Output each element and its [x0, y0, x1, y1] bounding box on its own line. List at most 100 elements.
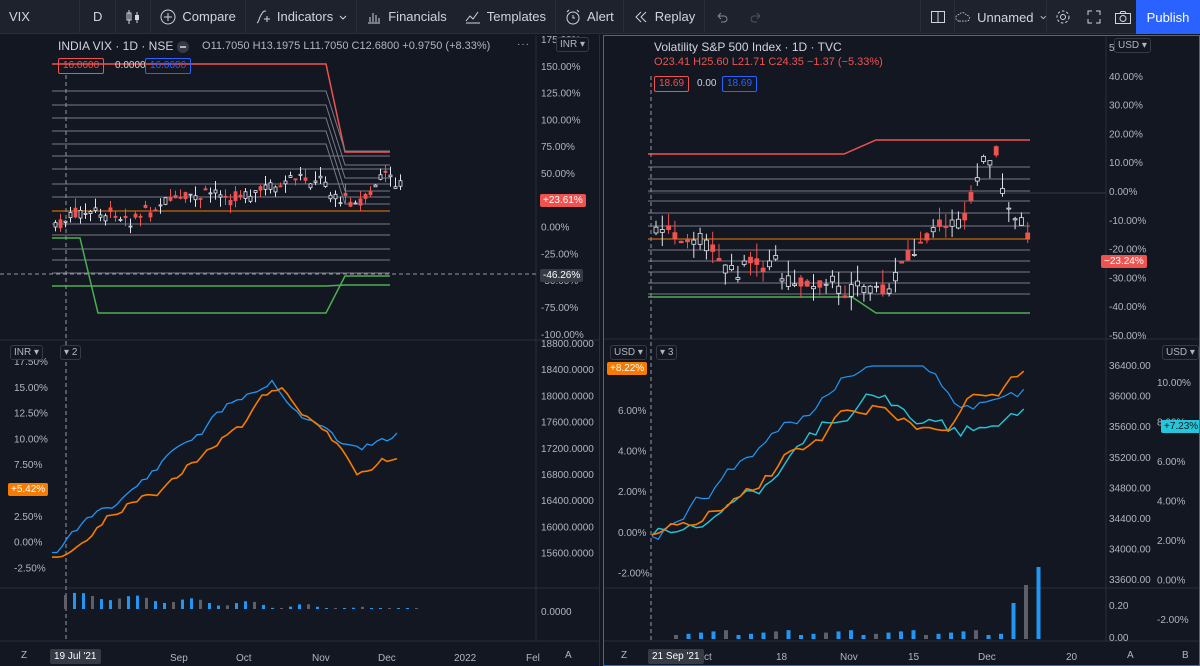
volume-bar	[388, 608, 391, 609]
candle-body	[874, 285, 879, 288]
lower-left-axis-label: 6.00%	[618, 406, 646, 417]
candle-body	[268, 182, 273, 190]
replay-button[interactable]: Replay	[624, 0, 706, 34]
right-currency-select[interactable]: USD ▾	[1114, 38, 1151, 53]
right-a-button[interactable]: A	[1124, 649, 1137, 662]
high-label: H	[252, 40, 261, 52]
templates-button[interactable]: Templates	[456, 0, 557, 34]
candle-body	[218, 194, 223, 198]
fib-level-line	[52, 284, 390, 287]
layout-name-button[interactable]: Unnamed	[954, 0, 1046, 34]
left-lower-currency-select[interactable]: INR ▾	[10, 345, 44, 360]
volume-bar	[936, 633, 941, 639]
candle-body	[691, 239, 697, 245]
lower-mid-axis-label: 36000.00	[1109, 392, 1151, 403]
candle-body	[722, 264, 728, 274]
x-axis-label: Sep	[170, 653, 188, 664]
symbol-search[interactable]: VIX	[0, 0, 80, 34]
indicators-button[interactable]: Indicators	[244, 0, 358, 34]
volume-bar	[415, 608, 418, 609]
financials-button[interactable]: Financials	[357, 0, 456, 34]
sell-price-box[interactable]: 16.0600	[58, 58, 105, 74]
right-b-button[interactable]: B	[1179, 649, 1192, 662]
lower-right-axis-label: 18800.0000	[541, 339, 594, 350]
lower-left-axis-label: 2.00%	[618, 487, 646, 498]
left-lower-collapse-button[interactable]: ▾ 2	[60, 345, 82, 360]
volume-bar	[370, 608, 373, 609]
settings-button[interactable]	[1046, 0, 1078, 34]
lower-right-axis-label: 4.00%	[1157, 497, 1185, 508]
right-chart-canvas[interactable]: 50.00%40.00%30.00%20.00%10.00%0.00%-10.0…	[604, 36, 1199, 665]
fib-level-line	[52, 143, 390, 205]
lower-right-axis-label: 15600.0000	[541, 549, 594, 560]
right-symbol-title[interactable]: Volatility S&P 500 Index · 1D · TVC	[654, 40, 842, 54]
price-axis-label: -20.00%	[1109, 245, 1146, 256]
redo-button[interactable]	[739, 0, 773, 34]
left-z-button[interactable]: Z	[18, 649, 31, 662]
lower-left-axis-label: -2.00%	[618, 568, 650, 579]
left-currency-select[interactable]: INR ▾	[556, 37, 590, 52]
blue-series-line	[52, 379, 398, 554]
volume-bar	[999, 633, 1003, 639]
candle-body	[697, 233, 703, 245]
volume-bar	[100, 599, 103, 609]
volume-axis-label: 0.0000	[541, 607, 572, 618]
compare-label: Compare	[182, 9, 236, 24]
volume-bar	[298, 604, 301, 609]
x-axis-label: 18	[776, 652, 788, 663]
right-lower-currency-right-select[interactable]: USD ▾	[1162, 345, 1199, 360]
volume-bar	[699, 632, 703, 639]
lower-right-axis-label: 0.00%	[1157, 576, 1185, 587]
candle-body	[298, 173, 303, 176]
candle-body	[955, 218, 961, 229]
x-axis-label: Fel	[526, 653, 540, 664]
volume-bar	[836, 631, 841, 639]
publish-button[interactable]: Publish	[1136, 0, 1200, 34]
currency-label: USD	[1118, 40, 1140, 51]
undo-button[interactable]	[705, 0, 739, 34]
chart-type-button[interactable]	[116, 0, 152, 34]
lower-left-axis-label: 15.00%	[14, 383, 48, 394]
lower-left-axis-label: 12.50%	[14, 409, 48, 420]
left-a-button[interactable]: A	[562, 649, 575, 662]
right-lower-collapse-button[interactable]: ▾ 3	[656, 345, 678, 360]
candle-body	[288, 175, 293, 178]
candle-body	[735, 277, 741, 280]
price-axis-label: -75.00%	[541, 303, 578, 314]
minus-circle-icon[interactable]	[177, 41, 189, 53]
right-z-button[interactable]: Z	[618, 649, 631, 662]
compare-button[interactable]: Compare	[151, 0, 244, 34]
lower-left-axis-label: 7.50%	[14, 460, 42, 471]
candle-body	[88, 210, 93, 214]
right-lower-currency-select[interactable]: USD ▾	[610, 345, 647, 360]
layout-select-button[interactable]	[920, 0, 954, 34]
candle-body	[293, 178, 298, 181]
fullscreen-button[interactable]	[1078, 0, 1110, 34]
snapshot-button[interactable]	[1110, 0, 1136, 34]
right-chart-pane[interactable]: 50.00%40.00%30.00%20.00%10.00%0.00%-10.0…	[603, 35, 1200, 666]
left-symbol-title[interactable]: INDIA VIX · 1D · NSE	[58, 39, 174, 53]
lower-mid-axis-label: 35600.00	[1109, 422, 1151, 433]
volume-bar	[118, 598, 121, 609]
candle-body	[918, 241, 924, 244]
candle-body	[118, 219, 123, 221]
volume-bar	[253, 601, 256, 609]
sell-price-box[interactable]: 18.69	[654, 76, 690, 92]
more-options-icon[interactable]: ···	[514, 38, 534, 52]
open-label: O	[654, 56, 663, 68]
candle-body	[943, 226, 949, 228]
alert-button[interactable]: Alert	[556, 0, 624, 34]
buy-price-box[interactable]: 16.0600	[145, 58, 192, 74]
lower-mid-axis-label: 34800.00	[1109, 483, 1151, 494]
buy-price-box[interactable]: 18.69	[722, 76, 758, 92]
price-axis-label: 100.00%	[541, 115, 581, 126]
interval-button[interactable]: D	[80, 0, 117, 34]
volume-bar	[217, 605, 220, 609]
templates-icon	[465, 11, 480, 23]
candle-body	[258, 186, 263, 191]
left-chart-pane[interactable]: 175.00%150.00%125.00%100.00%75.00%50.00%…	[0, 35, 600, 666]
indicators-icon	[256, 10, 270, 23]
left-last-change-tag: +23.61%	[540, 194, 586, 207]
left-chart-canvas[interactable]: 175.00%150.00%125.00%100.00%75.00%50.00%…	[0, 35, 600, 666]
volume-bar	[73, 592, 76, 609]
